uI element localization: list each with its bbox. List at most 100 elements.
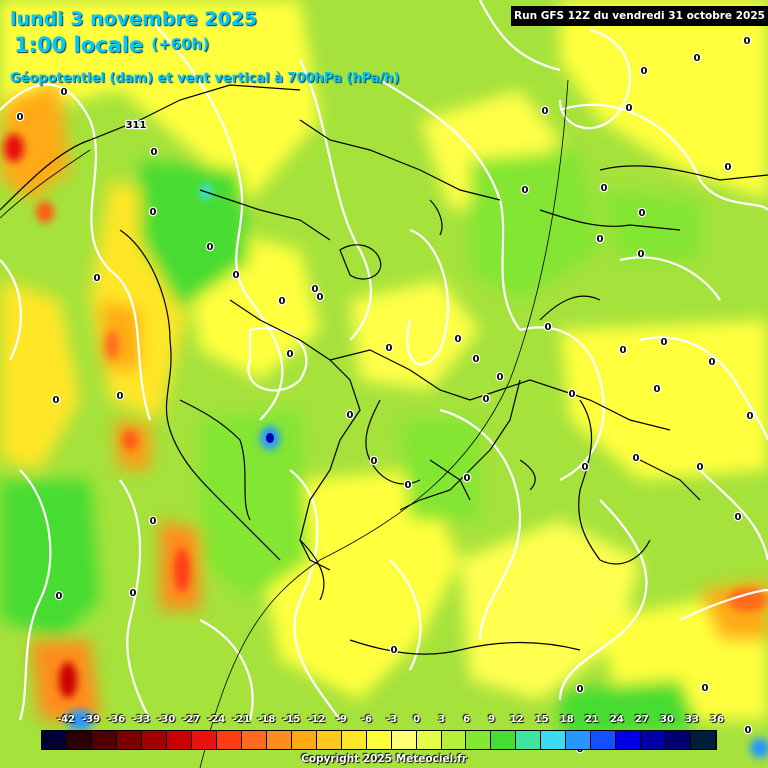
contour-value-label: 0: [150, 516, 157, 527]
scale-swatch: [42, 731, 67, 749]
local-time: 1:00 locale: [14, 33, 144, 57]
contour-value-label: 0: [744, 36, 751, 47]
color-scale-bar: [41, 730, 717, 750]
contour-value-label: 0: [638, 249, 645, 260]
contour-value-label: 0: [725, 162, 732, 173]
contour-value-label: 0: [582, 462, 589, 473]
scale-swatch: [241, 731, 267, 749]
contour-labels: 0 0 0 0 0 0 0 0 0 0 0 0 0 0 0 0 0 0 0 0 0 0 0 0 0 0 0 0 0 0 0 0 0 0 0 0 0 0 0 0…: [15, 35, 755, 757]
scale-swatch: [141, 731, 167, 749]
contour-value-label: 0: [117, 391, 124, 402]
contour-value-label: 0: [312, 284, 319, 295]
contour-value-label: 0: [464, 473, 471, 484]
scale-swatch: [66, 731, 92, 749]
scale-swatch: [341, 731, 367, 749]
contour-value-label: 0: [279, 296, 286, 307]
scale-swatch: [691, 731, 717, 749]
scale-label: 15: [534, 714, 549, 725]
contour-value-label: 0: [747, 411, 754, 422]
scale-swatch: [166, 731, 192, 749]
scale-label: -9: [335, 714, 347, 725]
contour-value-label: 0: [371, 456, 378, 467]
scale-label: 24: [609, 714, 624, 725]
scale-swatch: [441, 731, 467, 749]
forecast-date: lundi 3 novembre 2025: [10, 8, 258, 30]
scale-swatch: [466, 731, 492, 749]
contour-value-label: 0: [597, 234, 604, 245]
scale-swatch: [216, 731, 242, 749]
scale-label: 36: [710, 714, 724, 725]
contour-value-label: 0: [697, 462, 704, 473]
scale-swatch: [491, 731, 517, 749]
contour-value-label: 0: [455, 334, 462, 345]
scale-swatch: [391, 731, 417, 749]
geopotential-labels: 311: [124, 119, 147, 133]
scale-swatch: [366, 731, 392, 749]
contour-value-label: 0: [545, 322, 552, 333]
contour-value-label: 0: [207, 242, 214, 253]
contour-value-label: 0: [53, 395, 60, 406]
coordinate-lines: [0, 79, 569, 768]
scale-label: 0: [413, 714, 421, 725]
parameter-title: Géopotentiel (dam) et vent vertical à 70…: [10, 71, 400, 86]
contour-value-label: 0: [626, 103, 633, 114]
color-scale-labels: -42 -39 -36 -33 -30 -27 -24 -21 -18 -15 -12 -9 -6 -3 0…: [41, 714, 724, 728]
scale-label: 33: [684, 714, 699, 725]
scale-label: -33: [132, 714, 151, 725]
scale-label: -3: [385, 714, 398, 725]
contour-value-label: 0: [347, 410, 354, 421]
contour-value-label: 0: [620, 345, 627, 356]
contour-value-label: 0: [569, 389, 576, 400]
scale-swatch: [616, 731, 642, 749]
contour-value-label: 0: [405, 480, 412, 491]
scale-label: -12: [307, 714, 326, 725]
scale-swatch: [591, 731, 617, 749]
scale-label: 21: [584, 714, 599, 725]
scale-label: -42: [56, 714, 76, 725]
contour-value-label: 0: [473, 354, 480, 365]
contour-value-label: 0: [601, 183, 608, 194]
scale-swatch: [191, 731, 217, 749]
contour-value-label: 0: [735, 512, 742, 523]
contour-value-label: 0: [61, 87, 68, 98]
scale-label: 3: [438, 714, 446, 725]
scale-swatch: [316, 731, 342, 749]
scale-label: -36: [107, 714, 126, 725]
contour-value-label: 0: [633, 453, 640, 464]
contour-value-label: 0: [483, 394, 490, 405]
contour-value-label: 0: [694, 53, 701, 64]
contour-value-label: 0: [661, 337, 668, 348]
scale-label: -39: [82, 714, 101, 725]
scale-label: 9: [488, 714, 496, 725]
scale-label: 27: [634, 714, 649, 725]
contour-value-label: 0: [317, 292, 324, 303]
contour-value-label: 0: [94, 273, 101, 284]
contour-value-label: 0: [287, 349, 294, 360]
contour-value-label: 0: [702, 683, 709, 694]
scale-label: -30: [157, 714, 176, 725]
scale-swatch: [116, 731, 142, 749]
contour-value-label: 0: [577, 684, 584, 695]
scale-swatch: [91, 731, 117, 749]
velocity-contours: [0, 0, 768, 721]
contour-value-label: 0: [745, 725, 752, 736]
scale-swatch: [266, 731, 292, 749]
scale-label: 18: [559, 714, 574, 725]
scale-label: -27: [182, 714, 201, 725]
contour-value-label: 0: [522, 185, 529, 196]
scale-swatch: [566, 731, 592, 749]
model-run-info: Run GFS 12Z du vendredi 31 octobre 2025: [511, 6, 768, 26]
scale-swatch: [291, 731, 317, 749]
scale-swatch: [516, 731, 542, 749]
contour-value-label: 0: [151, 147, 158, 158]
contour-value-label: 0: [654, 384, 661, 395]
contour-value-label: 0: [233, 270, 240, 281]
contour-value-label: 0: [56, 591, 63, 602]
scale-label: 6: [463, 714, 471, 725]
contour-value-label: 0: [709, 357, 716, 368]
contour-value-label: 0: [391, 645, 398, 656]
scale-label: -15: [282, 714, 301, 725]
scale-swatch: [416, 731, 442, 749]
